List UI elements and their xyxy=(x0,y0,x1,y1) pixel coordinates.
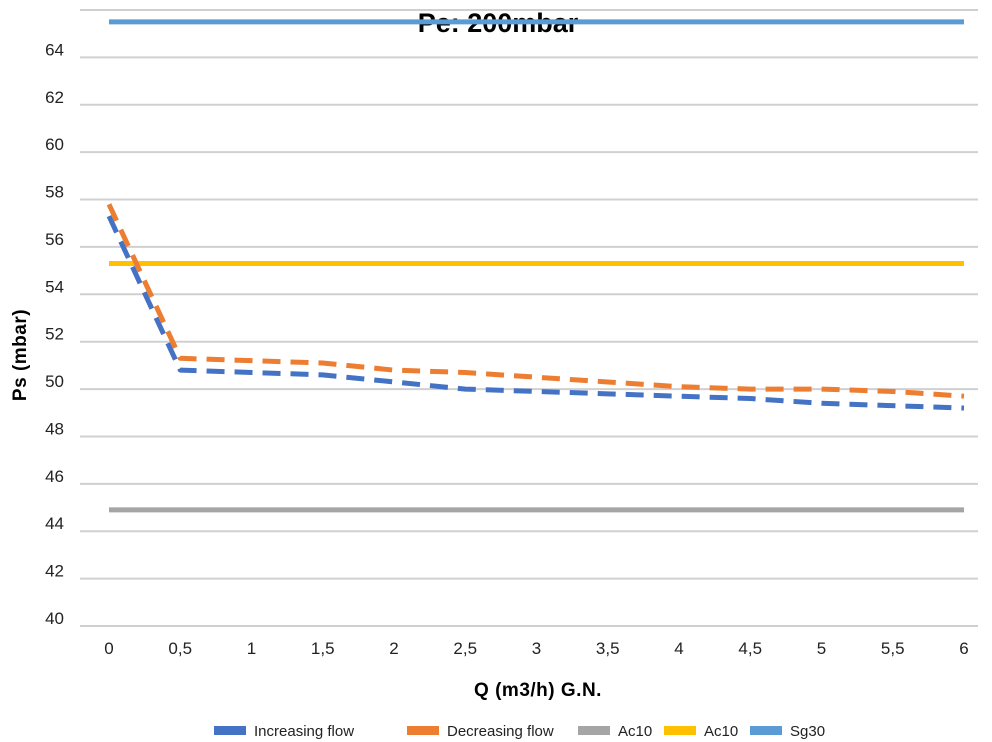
y-tick-label: 48 xyxy=(45,419,64,438)
y-tick-label: 44 xyxy=(45,514,64,533)
x-tick-label: 2 xyxy=(389,639,398,658)
x-tick-label: 1,5 xyxy=(311,639,335,658)
series-line-1 xyxy=(106,203,965,399)
x-tick-label: 0 xyxy=(104,639,113,658)
y-tick-label: 54 xyxy=(45,277,64,296)
y-tick-label: 50 xyxy=(45,372,64,391)
y-tick-label: 58 xyxy=(45,183,64,202)
legend-label: Ac10 xyxy=(618,723,652,740)
y-tick-label: 64 xyxy=(45,40,64,59)
legend-label: Decreasing flow xyxy=(447,723,554,740)
legend: Increasing flow Decreasing flow Ac10 Ac10 Sg… xyxy=(214,723,825,740)
y-tick-label: 62 xyxy=(45,88,64,107)
x-tick-label: 3 xyxy=(532,639,541,658)
y-tick-label: 42 xyxy=(45,562,64,581)
legend-swatch xyxy=(664,726,696,735)
x-axis-ticks: 0 0,5 1 1,5 2 2,5 3 3,5 4 4,5 5 5,5 6 xyxy=(104,639,968,658)
legend-swatch xyxy=(407,726,439,735)
x-tick-label: 3,5 xyxy=(596,639,620,658)
y-axis-ticks: 40 42 44 46 48 50 52 54 56 58 60 62 64 xyxy=(45,40,64,628)
y-tick-label: 46 xyxy=(45,467,64,486)
legend-swatch xyxy=(750,726,782,735)
x-tick-label: 5 xyxy=(817,639,826,658)
y-tick-label: 60 xyxy=(45,135,64,154)
legend-label: Increasing flow xyxy=(254,723,354,740)
x-tick-label: 6 xyxy=(959,639,968,658)
x-tick-label: 4,5 xyxy=(738,639,762,658)
x-axis-title: Q (m3/h) G.N. xyxy=(474,680,602,701)
y-tick-label: 56 xyxy=(45,230,64,249)
series-line-0 xyxy=(106,215,965,411)
gridlines xyxy=(80,9,978,627)
legend-label: Sg30 xyxy=(790,723,825,740)
legend-swatch xyxy=(578,726,610,735)
legend-label: Ac10 xyxy=(704,723,738,740)
legend-swatch xyxy=(214,726,246,735)
y-tick-label: 40 xyxy=(45,609,64,628)
x-tick-label: 0,5 xyxy=(168,639,192,658)
x-tick-label: 5,5 xyxy=(881,639,905,658)
x-tick-label: 4 xyxy=(674,639,683,658)
y-axis-title: Ps (mbar) xyxy=(10,309,31,401)
x-tick-label: 2,5 xyxy=(453,639,477,658)
x-tick-label: 1 xyxy=(247,639,256,658)
y-tick-label: 52 xyxy=(45,325,64,344)
series-lines xyxy=(106,19,965,513)
